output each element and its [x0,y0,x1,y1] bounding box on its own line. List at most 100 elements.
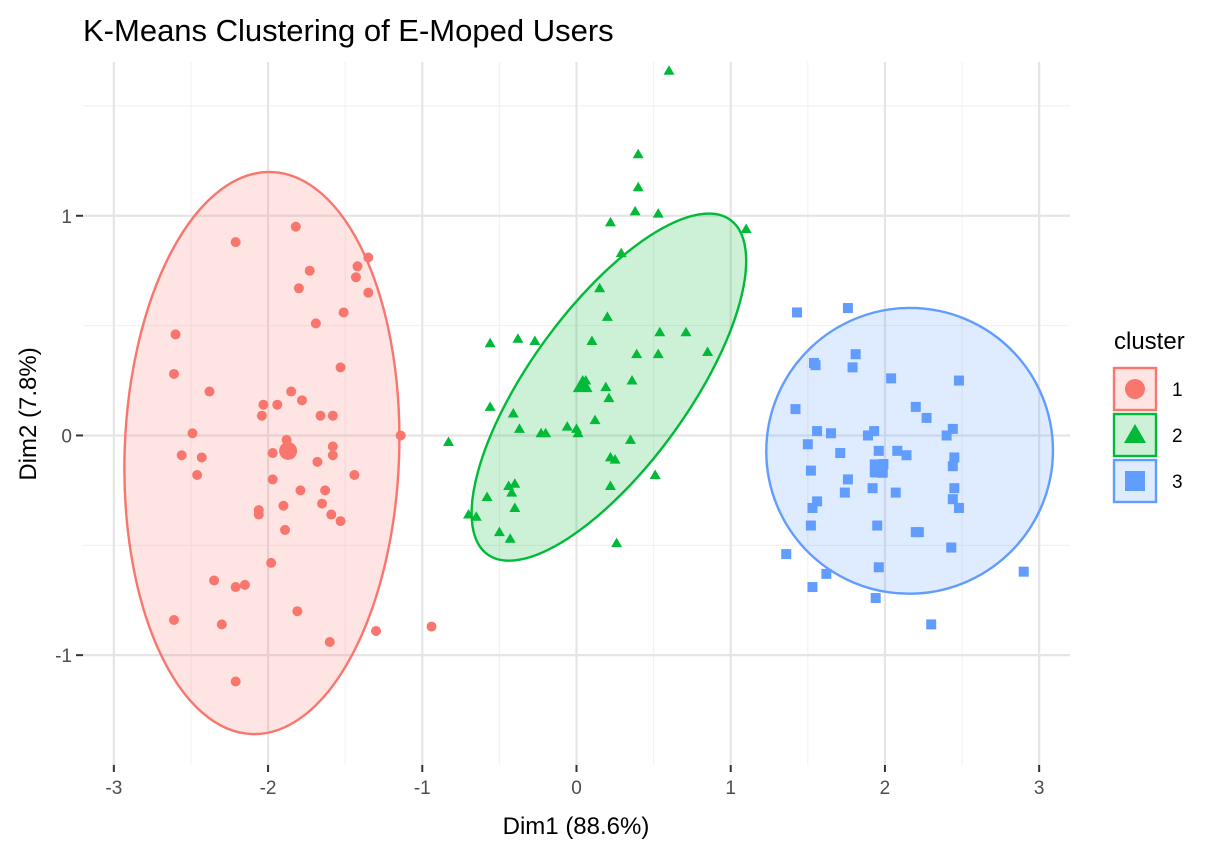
cluster-1-centroid [279,441,298,460]
cluster-2-point [615,247,627,258]
x-tick-label: -2 [260,778,277,799]
cluster-1-point [267,474,278,485]
cluster-3-point [807,502,818,513]
cluster-3-point [949,452,960,463]
x-tick-label: 0 [571,778,582,799]
legend: cluster 1 2 3 [1112,328,1185,504]
cluster-3-centroid [869,459,888,478]
cluster-1-point [335,516,346,527]
cluster-3-point [870,593,881,604]
cluster-3-point [953,502,964,513]
cluster-2-point [470,511,482,521]
cluster-2-point [652,208,664,218]
cluster-1-point [230,237,241,248]
cluster-2-point [663,65,675,75]
cluster-3-point [921,412,932,423]
legend-marker-2 [1124,423,1146,443]
cluster-1-point [256,410,267,421]
cluster-2-point [652,348,664,359]
cluster-1-point [320,485,331,496]
cluster-1-point [426,621,437,632]
cluster-1-point [216,619,227,630]
legend-label-3: 3 [1172,472,1183,493]
cluster-1-point [239,579,250,590]
cluster-1-point [280,524,291,535]
x-tick-label: 2 [880,778,891,799]
cluster-2-point [609,454,621,464]
cluster-1-point [352,261,363,272]
cluster-1-point [296,395,307,406]
cluster-3-point [810,360,821,371]
legend-title: cluster [1114,328,1185,355]
cluster-1-point [170,329,181,340]
cluster-3-point [867,483,878,494]
chart-title: K-Means Clustering of E-Moped Users [83,13,614,48]
x-axis: -3 -2 -1 0 1 2 3 [105,765,1044,799]
cluster-1-point [286,386,297,397]
cluster-3-point [949,483,960,494]
cluster-3-point [946,542,957,553]
cluster-1-point [326,509,337,520]
cluster-2-point [629,205,641,216]
cluster-3-point [947,461,958,472]
cluster-3-point [892,445,903,456]
legend-marker-3 [1125,471,1145,491]
cluster-2-point [680,326,692,337]
cluster-1-point [204,386,215,397]
x-axis-title: Dim1 (88.6%) [503,813,650,840]
cluster-1-point [187,428,198,439]
cluster-1-point [230,676,241,687]
cluster-2-point [632,181,644,192]
x-tick-label: -3 [105,778,122,799]
cluster-1-point [327,450,338,461]
cluster-1-point [278,500,289,511]
cluster-2-point [509,502,521,512]
cluster-1-point [266,557,277,568]
cluster-2-point [442,436,454,447]
y-tick-label: -1 [55,646,72,667]
cluster-2-point [604,216,616,227]
cluster-2-point [740,223,752,233]
cluster-3-point [862,430,873,441]
cluster-3-point [901,450,912,461]
cluster-1-point [253,509,264,520]
cluster-1-point [304,265,315,276]
cluster-1-point [349,470,360,481]
cluster-1-point [230,582,241,593]
cluster-2-point [561,421,573,431]
cluster-2-point [604,480,616,490]
cluster-1-point [196,452,207,463]
cluster-1-point [295,485,306,496]
cluster-3-point [842,474,853,485]
cluster-2-point [504,533,516,543]
cluster-2-point [649,469,661,480]
cluster-1-point [324,636,335,647]
cluster-1-point [312,456,323,467]
cluster-2-point [507,407,519,418]
cluster-2-point [481,491,493,501]
cluster-3-point [953,375,964,386]
cluster-2-point [632,148,644,159]
cluster-2-point [631,348,643,359]
cluster-3-point [947,423,958,434]
cluster-1-point [192,470,203,481]
cluster-1-point [363,252,374,263]
cluster-1-point [327,410,338,421]
legend-label-1: 1 [1172,380,1183,401]
cluster-3-point [872,520,883,531]
cluster-2-point [484,337,496,348]
cluster-3-point [910,527,921,538]
cluster-1-point [317,498,328,509]
cluster-3-point [873,562,884,573]
x-tick-label: 3 [1034,778,1045,799]
cluster-2-point [540,427,552,438]
cluster-1-point [293,283,304,294]
cluster-3-point [1018,566,1029,577]
x-tick-label: 1 [725,778,736,799]
cluster-3-point [807,582,818,593]
cluster-1-point [350,272,361,283]
cluster-2-point [654,326,666,337]
cluster-1-point [290,221,301,232]
cluster-3-point [781,549,792,560]
cluster-2-point [512,333,524,343]
